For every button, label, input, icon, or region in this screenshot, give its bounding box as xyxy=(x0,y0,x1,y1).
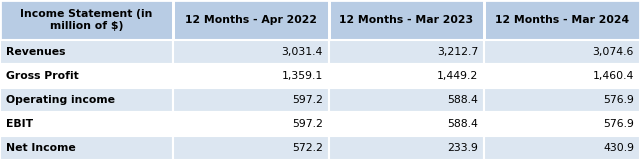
Text: 576.9: 576.9 xyxy=(603,119,634,129)
Bar xyxy=(484,64,640,88)
Bar xyxy=(0,0,173,40)
Bar xyxy=(173,40,329,64)
Text: Net Income: Net Income xyxy=(6,143,76,153)
Bar xyxy=(0,112,173,136)
Text: 233.9: 233.9 xyxy=(447,143,478,153)
Bar xyxy=(484,112,640,136)
Bar xyxy=(0,64,173,88)
Bar xyxy=(329,64,484,88)
Bar xyxy=(173,136,329,160)
Bar xyxy=(329,64,484,88)
Text: Revenues: Revenues xyxy=(6,47,65,57)
Bar xyxy=(484,0,640,40)
Text: 12 Months - Mar 2023: 12 Months - Mar 2023 xyxy=(339,15,474,25)
Bar xyxy=(173,64,329,88)
Text: Gross Profit: Gross Profit xyxy=(6,71,79,81)
Bar xyxy=(173,0,329,40)
Bar xyxy=(329,136,484,160)
Text: 12 Months - Apr 2022: 12 Months - Apr 2022 xyxy=(185,15,317,25)
Text: Operating income: Operating income xyxy=(6,95,115,105)
Bar xyxy=(0,88,173,112)
Text: 430.9: 430.9 xyxy=(603,143,634,153)
Bar xyxy=(173,112,329,136)
Bar xyxy=(329,88,484,112)
Bar xyxy=(0,40,173,64)
Text: 3,031.4: 3,031.4 xyxy=(282,47,323,57)
Bar xyxy=(0,136,173,160)
Text: 588.4: 588.4 xyxy=(447,119,478,129)
Bar xyxy=(484,88,640,112)
Bar xyxy=(329,112,484,136)
Bar xyxy=(484,0,640,40)
Bar xyxy=(173,88,329,112)
Bar xyxy=(173,0,329,40)
Bar xyxy=(329,136,484,160)
Bar xyxy=(329,0,484,40)
Text: 597.2: 597.2 xyxy=(292,119,323,129)
Bar xyxy=(0,88,173,112)
Bar xyxy=(329,40,484,64)
Bar xyxy=(0,64,173,88)
Text: 3,212.7: 3,212.7 xyxy=(437,47,478,57)
Text: 597.2: 597.2 xyxy=(292,95,323,105)
Bar xyxy=(173,112,329,136)
Bar xyxy=(173,88,329,112)
Text: 1,460.4: 1,460.4 xyxy=(593,71,634,81)
Bar xyxy=(0,0,173,40)
Bar xyxy=(329,112,484,136)
Text: Income Statement (in
million of $): Income Statement (in million of $) xyxy=(20,9,153,31)
Text: 572.2: 572.2 xyxy=(292,143,323,153)
Bar xyxy=(484,40,640,64)
Bar xyxy=(329,88,484,112)
Bar xyxy=(173,136,329,160)
Bar xyxy=(484,64,640,88)
Text: 576.9: 576.9 xyxy=(603,95,634,105)
Text: 1,449.2: 1,449.2 xyxy=(437,71,478,81)
Bar xyxy=(329,40,484,64)
Bar xyxy=(173,64,329,88)
Bar xyxy=(484,40,640,64)
Bar xyxy=(0,40,173,64)
Text: 12 Months - Mar 2024: 12 Months - Mar 2024 xyxy=(495,15,629,25)
Bar xyxy=(0,112,173,136)
Bar xyxy=(0,136,173,160)
Text: 588.4: 588.4 xyxy=(447,95,478,105)
Bar xyxy=(484,136,640,160)
Text: 1,359.1: 1,359.1 xyxy=(282,71,323,81)
Bar xyxy=(329,0,484,40)
Bar xyxy=(484,112,640,136)
Text: 3,074.6: 3,074.6 xyxy=(593,47,634,57)
Bar xyxy=(484,136,640,160)
Text: EBIT: EBIT xyxy=(6,119,33,129)
Bar xyxy=(484,88,640,112)
Bar xyxy=(173,40,329,64)
